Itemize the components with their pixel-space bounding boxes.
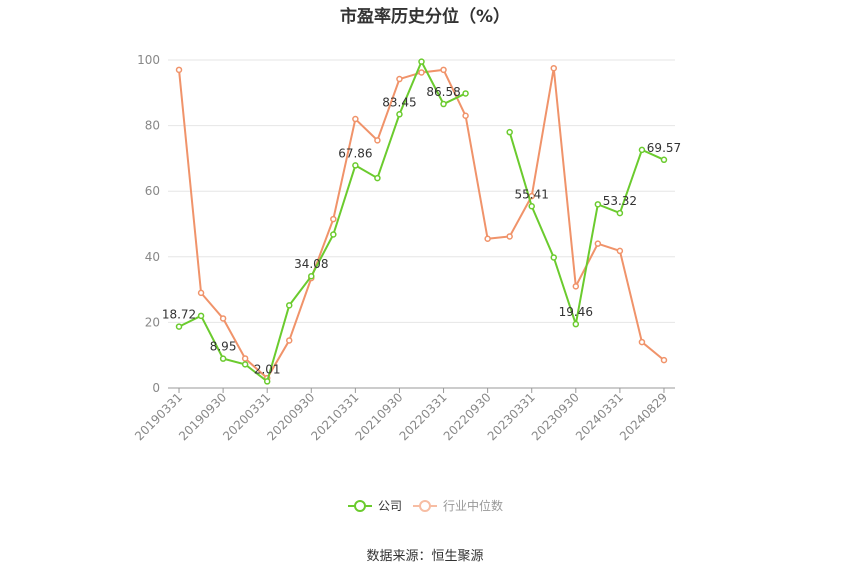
data-point bbox=[638, 338, 646, 346]
data-point bbox=[175, 323, 183, 330]
data-label: 2.01 bbox=[254, 362, 281, 376]
y-tick-label: 40 bbox=[145, 250, 160, 264]
data-point bbox=[219, 315, 227, 322]
data-point bbox=[197, 312, 205, 320]
series-line bbox=[178, 68, 665, 380]
data-point bbox=[352, 115, 359, 123]
y-tick-label: 0 bbox=[152, 381, 160, 395]
data-point bbox=[616, 247, 624, 255]
data-label: 8.95 bbox=[210, 340, 237, 354]
data-label: 69.57 bbox=[647, 141, 681, 155]
data-point bbox=[241, 361, 249, 368]
data-point bbox=[506, 233, 513, 240]
data-point bbox=[374, 137, 381, 144]
data-point bbox=[594, 240, 602, 247]
data-label: 19.46 bbox=[559, 305, 593, 319]
legend-label: 公司 bbox=[378, 499, 402, 513]
data-point bbox=[616, 209, 624, 217]
legend-marker bbox=[419, 500, 431, 512]
data-point bbox=[418, 69, 425, 76]
legend-label: 行业中位数 bbox=[443, 498, 503, 513]
data-point bbox=[528, 203, 535, 210]
data-point bbox=[462, 112, 469, 120]
series-line bbox=[508, 131, 665, 325]
data-point bbox=[462, 90, 469, 97]
data-point bbox=[396, 111, 403, 118]
data-point bbox=[197, 289, 205, 297]
data-point bbox=[175, 66, 183, 74]
data-point bbox=[506, 128, 513, 136]
data-point bbox=[285, 337, 293, 344]
data-label: 86.58 bbox=[426, 85, 460, 99]
data-point bbox=[440, 100, 447, 108]
data-point bbox=[352, 162, 359, 169]
y-tick-label: 20 bbox=[145, 315, 160, 329]
data-point bbox=[440, 66, 447, 74]
data-point bbox=[660, 156, 668, 164]
data-label: 18.72 bbox=[162, 308, 196, 322]
data-point bbox=[330, 231, 337, 238]
data-point bbox=[484, 235, 491, 243]
data-point bbox=[396, 75, 403, 83]
data-point bbox=[308, 272, 315, 280]
data-point bbox=[550, 254, 558, 261]
legend-marker bbox=[354, 500, 366, 512]
data-label: 53.32 bbox=[603, 194, 637, 208]
data-point bbox=[550, 64, 558, 72]
data-point bbox=[241, 355, 249, 362]
data-label: 83.45 bbox=[382, 95, 416, 109]
series-line bbox=[178, 59, 467, 384]
chart-title: 市盈率历史分位（%） bbox=[339, 7, 511, 27]
y-tick-label: 100 bbox=[137, 53, 160, 67]
data-point bbox=[638, 146, 646, 154]
data-point bbox=[263, 378, 271, 385]
data-label: 67.86 bbox=[338, 146, 372, 160]
y-tick-label: 60 bbox=[145, 184, 160, 198]
data-point bbox=[572, 283, 580, 290]
data-point bbox=[594, 201, 602, 208]
y-tick-label: 80 bbox=[145, 119, 160, 133]
data-point bbox=[374, 174, 381, 182]
data-source: 数据来源：恒生聚源 bbox=[366, 549, 484, 564]
data-label: 34.08 bbox=[294, 257, 328, 271]
data-point bbox=[660, 356, 668, 364]
data-point bbox=[219, 355, 227, 362]
data-point bbox=[285, 302, 293, 309]
x-tick-label: 20240829 bbox=[617, 390, 670, 443]
data-label: 55.41 bbox=[515, 187, 549, 201]
data-point bbox=[418, 58, 425, 65]
data-point bbox=[572, 320, 580, 328]
data-point bbox=[330, 215, 337, 223]
